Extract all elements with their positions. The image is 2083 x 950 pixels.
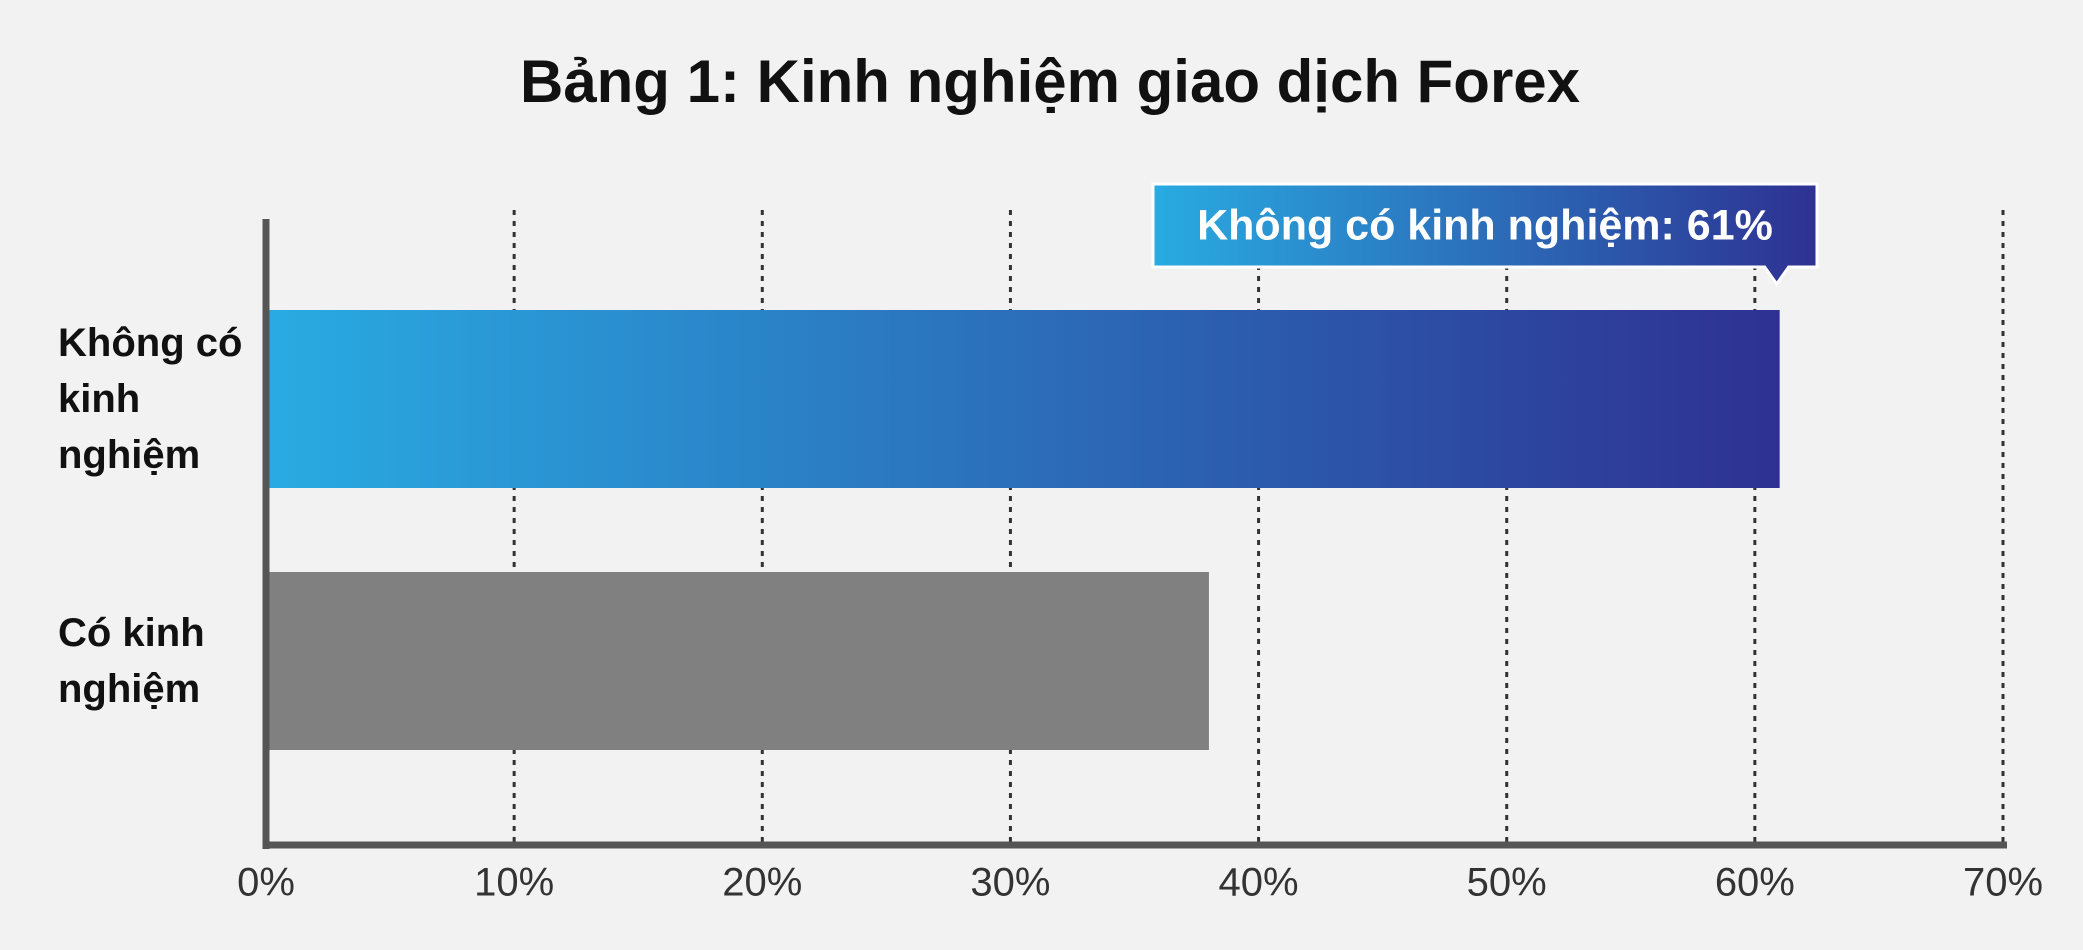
y-tick-label: Có kinh nghiệm [58, 611, 205, 711]
x-tick-label: 0% [237, 861, 295, 905]
callout-box [1151, 182, 1819, 287]
x-tick-label: 60% [1715, 861, 1795, 905]
x-tick-label: 40% [1219, 861, 1299, 905]
x-tick-label: 70% [1963, 861, 2043, 905]
y-tick-label: Không có kinh nghiệm [58, 321, 243, 477]
x-tick-label: 10% [474, 861, 554, 905]
x-tick-label: 20% [722, 861, 802, 905]
x-tick-label: 30% [970, 861, 1050, 905]
x-tick-label: 50% [1467, 861, 1547, 905]
bar [266, 310, 1780, 488]
chart-title: Bảng 1: Kinh nghiệm giao dịch Forex [520, 48, 1580, 115]
bar [266, 572, 1209, 750]
annotation: Không có kinh nghiệm: 61% [1197, 201, 1773, 249]
